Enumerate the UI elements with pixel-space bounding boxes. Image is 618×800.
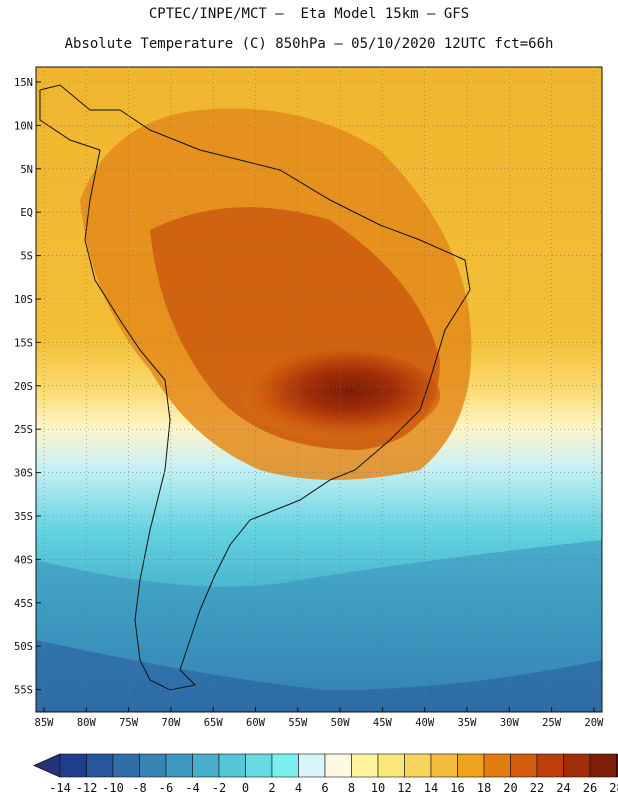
colorbar-segment xyxy=(218,753,246,778)
lon-label: 20W xyxy=(584,717,604,729)
colorbar-tick-label: -12 xyxy=(76,781,98,795)
lon-label: 25W xyxy=(542,717,562,729)
lat-label: 5N xyxy=(20,164,33,176)
lat-label: 45S xyxy=(14,598,33,610)
temperature-field xyxy=(36,67,602,712)
colorbar-tick-label: 8 xyxy=(348,781,355,795)
lat-label: 35S xyxy=(14,511,33,523)
colorbar-segment xyxy=(139,753,167,778)
lat-label: EQ xyxy=(20,207,33,219)
colorbar-tick-label: 22 xyxy=(530,781,544,795)
lat-label: 15S xyxy=(14,337,33,349)
colorbar-segment xyxy=(165,753,193,778)
lon-label: 75W xyxy=(119,717,139,729)
colorbar-segment xyxy=(377,753,405,778)
colorbar-tick-label: -8 xyxy=(132,781,146,795)
coldest-zone xyxy=(36,640,602,712)
map-frame xyxy=(35,66,603,713)
colorbar-tick-label: 4 xyxy=(295,781,302,795)
colorbar-segment xyxy=(271,753,299,778)
colorbar-under-triangle xyxy=(33,753,61,778)
colorbar-segment xyxy=(324,753,352,778)
colorbar-segment xyxy=(536,753,564,778)
lon-label: 70W xyxy=(161,717,181,729)
longitude-labels: 85W 80W 75W 70W 65W 60W 55W 50W 45W 40W 35W 30W 25W 2… xyxy=(35,707,604,729)
colorbar-segment xyxy=(351,753,379,778)
colorbar-tick-label: 2 xyxy=(268,781,275,795)
lat-label: 10S xyxy=(14,294,33,306)
colorbar-tick-label: 24 xyxy=(556,781,570,795)
colorbar-tick-label: 0 xyxy=(242,781,249,795)
colorbar: -14 -12 -10 -8 -6 -4 -2 0 2 4 6 8 10 12 14 16 18 20 22 24 26… xyxy=(33,753,618,795)
lon-label: 65W xyxy=(204,717,224,729)
lon-label: 45W xyxy=(373,717,393,729)
colorbar-tick-label: 10 xyxy=(371,781,385,795)
lon-label: 50W xyxy=(331,717,351,729)
coastline xyxy=(39,84,471,691)
lat-label: 25S xyxy=(14,424,33,436)
lon-label: 40W xyxy=(415,717,435,729)
colorbar-segment xyxy=(457,753,485,778)
colorbar-tick-label: 14 xyxy=(424,781,438,795)
colorbar-tick-label: 12 xyxy=(397,781,411,795)
colorbar-tick-label: -14 xyxy=(49,781,71,795)
lon-label: 80W xyxy=(77,717,97,729)
lon-label: 85W xyxy=(35,717,55,729)
lat-label: 40S xyxy=(14,554,33,566)
colorbar-segment xyxy=(430,753,458,778)
colorbar-tick-label: -4 xyxy=(185,781,199,795)
colorbar-tick-label: -10 xyxy=(102,781,124,795)
colorbar-segment xyxy=(112,753,140,778)
lon-label: 55W xyxy=(288,717,308,729)
lat-label: 10N xyxy=(14,120,33,132)
colorbar-segment xyxy=(483,753,511,778)
colorbar-segment xyxy=(589,753,617,778)
colorbar-tick-label: -2 xyxy=(212,781,226,795)
title-line-2: Absolute Temperature (C) 850hPa – 05/10/… xyxy=(64,36,554,52)
colorbar-segment xyxy=(86,753,114,778)
lat-label: 50S xyxy=(14,641,33,653)
colorbar-tick-label: 26 xyxy=(583,781,597,795)
lat-label: 5S xyxy=(20,251,33,263)
colorbar-segment xyxy=(245,753,273,778)
lon-label: 35W xyxy=(458,717,478,729)
lat-label: 30S xyxy=(14,468,33,480)
colorbar-tick-label: -6 xyxy=(159,781,173,795)
colorbar-tick-label: 20 xyxy=(503,781,517,795)
lat-label: 15N xyxy=(14,77,33,89)
colorbar-segment xyxy=(563,753,591,778)
colorbar-tick-label: 28 xyxy=(609,781,618,795)
colorbar-segment xyxy=(192,753,220,778)
colorbar-segment xyxy=(404,753,432,778)
colorbar-tick-label: 18 xyxy=(477,781,491,795)
colorbar-segment xyxy=(510,753,538,778)
lat-label: 20S xyxy=(14,381,33,393)
colorbar-segment xyxy=(298,753,326,778)
lon-label: 30W xyxy=(500,717,520,729)
colorbar-tick-label: 16 xyxy=(450,781,464,795)
lon-label: 60W xyxy=(246,717,266,729)
colorbar-tick-label: 6 xyxy=(321,781,328,795)
title-line-1: CPTEC/INPE/MCT – Eta Model 15km – GFS xyxy=(148,6,470,22)
latitude-labels: 15N 10N 5N EQ 5S 10S 15S 20S 25S 30S 35S 40S 45S 50S 5… xyxy=(14,77,41,697)
lat-label: 55S xyxy=(14,685,33,697)
colorbar-segment xyxy=(59,753,87,778)
